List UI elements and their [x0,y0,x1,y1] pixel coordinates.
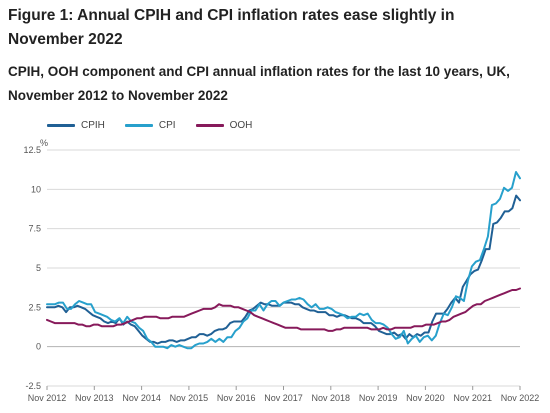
chart-title: Figure 1: Annual CPIH and CPI inflation … [8,7,455,48]
legend-label-cpih: CPIH [81,119,105,131]
x-tick-label: Nov 2013 [75,393,114,403]
x-tick-label: Nov 2019 [359,393,398,403]
y-tick-label: 5 [36,263,41,273]
x-tick-label: Nov 2015 [170,393,209,403]
grid-layer [47,149,520,387]
series-line-cpih [46,194,521,345]
legend-label-ooh: OOH [229,119,253,131]
y-tick-label: 12.5 [23,145,41,155]
x-tick-label: Nov 2017 [264,393,303,403]
legend-item-cpi: CPI [124,119,176,131]
chart-legend: CPIH CPI OOH [47,118,272,132]
series-line-cpi [46,171,521,350]
y-tick-label: -2.5 [25,381,41,391]
x-tick-label: Nov 2018 [312,393,351,403]
y-tick-label: 0 [36,342,41,352]
x-tick-label: Nov 2016 [217,393,256,403]
legend-label-cpi: CPI [158,119,176,131]
x-tick-label: Nov 2021 [453,393,492,403]
legend-swatch-ooh [195,123,224,127]
y-tick-label: 7.5 [28,224,41,234]
x-tick-label: Nov 2022 [501,393,540,403]
x-tick-label: Nov 2012 [28,393,67,403]
legend-item-cpih: CPIH [47,120,105,131]
axis-layer: -2.5 0 2.5 5 7.5 10 12.5 Nov 2012 Nov 2013 Nov 20… [23,145,539,403]
legend-swatch-cpih [47,123,75,127]
series-layer [46,171,521,350]
y-tick-label: 2.5 [28,302,41,312]
x-tick-label: Nov 2020 [406,393,445,403]
y-tick-label: 10 [31,184,41,194]
y-axis-unit-label: % [40,138,48,148]
x-tick-label: Nov 2014 [122,393,161,403]
series-line-ooh [46,287,521,332]
legend-swatch-cpi [124,123,153,127]
legend-item-ooh: OOH [195,119,253,131]
chart-subtitle: CPIH, OOH component and CPI annual infla… [8,64,510,103]
